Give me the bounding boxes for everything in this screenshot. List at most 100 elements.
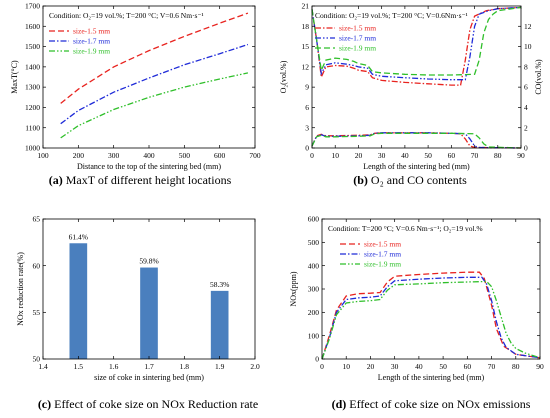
panel-b: 0 10 20 30 40 50 60 70 80 90036912151821024681012…: [279, 2, 543, 187]
legend-entry: size-1.9 mm: [73, 47, 110, 56]
x-tick-label: 80: [512, 362, 520, 371]
x-tick-label: 30: [391, 362, 399, 371]
caption-text: MaxT of different height locations: [63, 173, 232, 187]
y-tick-label: 500: [308, 238, 320, 247]
y-right-tick-label: 4: [524, 103, 528, 112]
x-tick-label: 90: [536, 362, 544, 371]
y-tick-label: 3: [305, 123, 309, 132]
y-tick-label: 1100: [25, 123, 40, 132]
bar: [140, 267, 158, 359]
caption-text: O₂ and CO contents: [368, 173, 467, 187]
y-right-tick-label: 8: [524, 62, 528, 71]
x-tick-label: 20: [367, 362, 375, 371]
legend-entry: size-1.7 mm: [73, 37, 110, 46]
bar: [69, 243, 88, 359]
legend-entry: size-1.5 mm: [73, 27, 110, 36]
x-tick-label: 40: [401, 151, 409, 160]
legend-entry: size-1.7 mm: [364, 250, 401, 259]
x-tick-label: 20: [355, 151, 363, 160]
series-line: [60, 12, 249, 104]
series-line: [311, 132, 522, 149]
x-tick-label: 0: [310, 151, 314, 160]
x-axis-label: Length of the sintering bed (mm): [378, 373, 485, 382]
panel-c: 61.4% 59.8% 58.3% 1.4 1.5 1.6 1.7 1.8 1.9 2.0 50 55…: [16, 215, 260, 411]
series-line: [311, 6, 522, 81]
y-tick-label: 0: [305, 144, 309, 153]
panel-a: 100 200 300 400 500 600 700 1000 1100 1200 1300 140…: [10, 2, 261, 187]
x-tick-label: 60: [448, 151, 456, 160]
y-tick-label: 1400: [25, 62, 40, 71]
x-tick-label: 1.6: [109, 362, 119, 371]
series-line: [321, 280, 541, 360]
x-tick-label: 90: [517, 151, 525, 160]
y-tick-label: 12: [302, 62, 310, 71]
x-tick-label: 30: [378, 151, 386, 160]
x-tick-label: 1.7: [144, 362, 154, 371]
legend-entry: size-1.5 mm: [339, 24, 376, 33]
y-tick-label: 55: [33, 308, 41, 317]
x-tick-label: 100: [37, 151, 49, 160]
y-tick-label: 100: [308, 331, 320, 340]
legend-entry: size-1.7 mm: [339, 34, 376, 43]
x-tick-label: 10: [342, 362, 350, 371]
x-tick-label: 400: [143, 151, 155, 160]
bar: [210, 290, 229, 359]
x-tick-label: 0: [320, 362, 324, 371]
plot-frame: [311, 5, 522, 149]
y-tick-label: 300: [308, 285, 320, 294]
y-tick-label: 6: [305, 103, 309, 112]
caption-letter: (c): [38, 397, 51, 411]
x-axis-label: Distance to the top of the sintering bed…: [77, 162, 221, 171]
x-tick-label: 200: [73, 151, 85, 160]
panel-d: 0 10 20 30 40 50 60 70 80 90 0 100 200 300 400 500 600 NO…: [289, 215, 544, 411]
y-right-tick-label: 10: [524, 42, 532, 51]
x-tick-label: 1.4: [38, 362, 48, 371]
plot-frame: [321, 218, 541, 360]
series-line: [311, 132, 522, 149]
y-tick-label: 50: [33, 355, 41, 364]
y-tick-label: 65: [33, 215, 41, 224]
y-tick-label: 60: [33, 261, 41, 270]
x-tick-label: 10: [331, 151, 339, 160]
legend-entry: size-1.5 mm: [364, 240, 401, 249]
series-line: [60, 72, 249, 139]
x-tick-label: 60: [464, 362, 472, 371]
x-tick-label: 500: [179, 151, 191, 160]
bar-data-label: 61.4%: [69, 232, 88, 241]
x-tick-label: 50: [439, 362, 447, 371]
series-line: [311, 6, 522, 76]
series-line: [321, 271, 541, 360]
panel-caption: (b) O₂ and CO contents: [353, 173, 467, 187]
x-tick-label: 1.9: [215, 362, 225, 371]
y-tick-label: 1200: [25, 103, 40, 112]
x-tick-label: 40: [415, 362, 423, 371]
caption-letter: (a): [49, 173, 63, 187]
y-right-axis-label: CO(vol.%): [534, 59, 543, 95]
x-tick-label: 70: [488, 362, 496, 371]
x-tick-label: 1.8: [180, 362, 190, 371]
panel-caption: (d) Effect of coke size on NOx emissions: [332, 397, 531, 411]
y-axis-label: MaxT(°C): [10, 60, 19, 94]
x-tick-label: 70: [471, 151, 479, 160]
y-tick-label: 9: [305, 83, 309, 92]
y-tick-label: 1500: [25, 42, 40, 51]
y-axis-label: NOx reduction rate(%): [16, 252, 25, 326]
caption-letter: (b): [353, 173, 368, 187]
x-tick-label: 2.0: [250, 362, 260, 371]
y-tick-label: 0: [315, 355, 319, 364]
y-tick-label: 400: [308, 261, 320, 270]
y-tick-label: 1700: [25, 2, 40, 11]
bar-data-label: 59.8%: [139, 257, 158, 266]
panel-caption: (a) MaxT of different height locations: [49, 173, 232, 187]
condition-note: Condition: O₂=19 vol.%; T=200 °C; V=0.6N…: [315, 11, 468, 20]
y-tick-label: 1000: [25, 144, 40, 153]
caption-letter: (d): [332, 397, 347, 411]
x-axis-label: Length of the sintering bed (mm): [363, 162, 470, 171]
x-tick-label: 80: [494, 151, 502, 160]
y-tick-label: 18: [302, 22, 310, 31]
caption-text: Effect of coke size on NOx emissions: [346, 397, 530, 411]
caption-text: Effect of coke size on NOx Reduction rat…: [51, 397, 258, 411]
condition-note: Condition: O₂=19 vol.%; T=200 °C; V=0.6 …: [49, 11, 204, 20]
y-tick-label: 600: [308, 215, 320, 224]
